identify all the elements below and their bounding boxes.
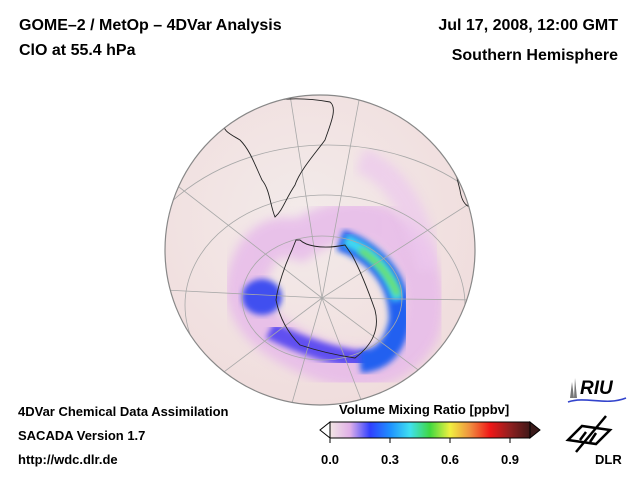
graticule [165, 95, 475, 405]
map-title: GOME–2 / MetOp – 4DVar Analysis [19, 17, 282, 34]
region-label: Southern Hemisphere [451, 47, 618, 64]
globe-outline [164, 94, 476, 406]
colorbar-tick-label: 0.6 [440, 452, 460, 467]
dlr-logo: DLR [562, 412, 622, 473]
colorbar-tick-label: 0.3 [380, 452, 400, 467]
riu-logo: RIU [566, 374, 628, 409]
vortex-blob-west [242, 279, 282, 315]
colorbar-gradient [329, 421, 531, 439]
cathedral-icon [570, 378, 577, 398]
colorbar-under-arrow [319, 420, 331, 440]
svg-text:DLR: DLR [595, 452, 622, 467]
svg-text:RIU: RIU [580, 378, 614, 399]
colorbar-tick-label: 0.9 [500, 452, 520, 467]
colorbar-over-arrow [529, 420, 541, 440]
dlr-cross-icon [565, 415, 613, 453]
south-america-coast [223, 98, 334, 218]
footer-line-2: SACADA Version 1.7 [18, 428, 146, 443]
colorbar-tick-label: 0.0 [320, 452, 340, 467]
map-subtitle: ClO at 55.4 hPa [19, 42, 136, 59]
antarctica-coast [275, 239, 377, 359]
river-wave-icon [567, 397, 627, 403]
colorbar [319, 420, 541, 443]
footer-line-1: 4DVar Chemical Data Assimilation [18, 404, 229, 419]
new-zealand-coast [239, 394, 271, 401]
date-label: Jul 17, 2008, 12:00 GMT [438, 17, 618, 34]
colorbar-title: Volume Mixing Ratio [ppbv] [339, 402, 510, 417]
footer-url[interactable]: http://wdc.dlr.de [18, 452, 118, 467]
